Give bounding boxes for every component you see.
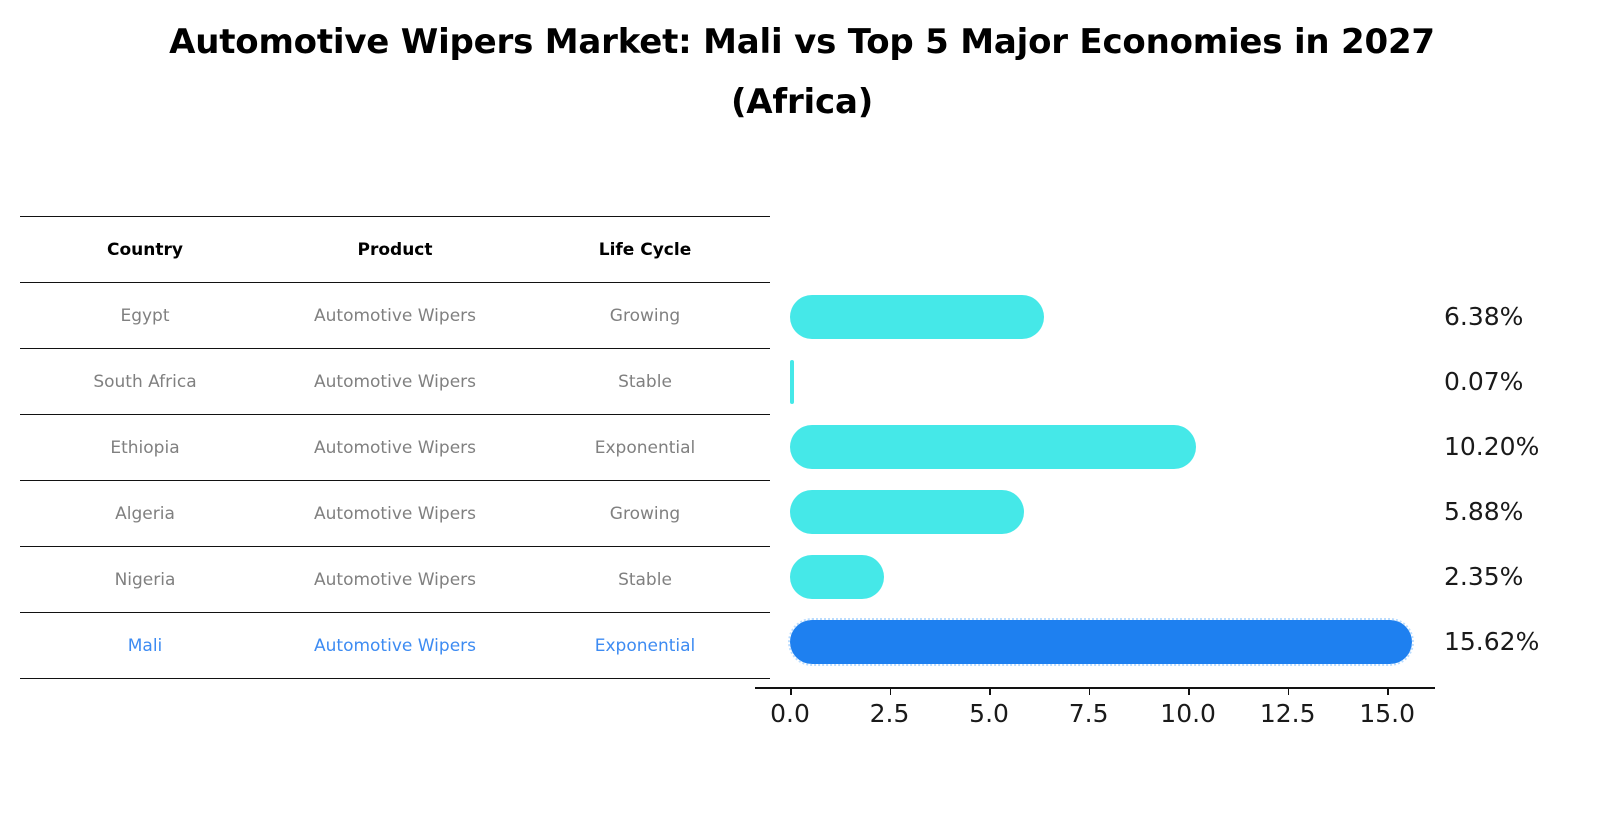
- table-cell-product: Automotive Wipers: [270, 282, 520, 349]
- table-row[interactable]: Nigeria Automotive Wipers Stable: [20, 546, 770, 613]
- bar-row: [790, 544, 1435, 609]
- chart-title-block: Automotive Wipers Market: Mali vs Top 5 …: [0, 12, 1604, 132]
- bar-value-label: 6.38%: [1444, 302, 1524, 331]
- table-cell-product: Automotive Wipers: [270, 348, 520, 415]
- x-axis-tick-label: 12.5: [1259, 699, 1316, 728]
- bar-value-label: 5.88%: [1444, 497, 1524, 526]
- table-row[interactable]: Ethiopia Automotive Wipers Exponential: [20, 414, 770, 481]
- x-axis-tick-label: 5.0: [969, 699, 1009, 728]
- table-body: Egypt Automotive Wipers Growing South Afric…: [20, 282, 770, 679]
- table-cell-country: Egypt: [20, 282, 270, 349]
- table-row[interactable]: Mali Automotive Wipers Exponential: [20, 612, 770, 679]
- x-axis-tick-label: 10.0: [1160, 699, 1216, 728]
- x-axis-line: [755, 687, 1435, 689]
- table-cell-country: Algeria: [20, 480, 270, 547]
- table-cell-product: Automotive Wipers: [270, 612, 520, 679]
- x-axis-tick: [1188, 687, 1190, 695]
- bar-south-africa[interactable]: [790, 360, 794, 404]
- bar-algeria[interactable]: [790, 490, 1025, 534]
- table-cell-country: South Africa: [20, 348, 270, 415]
- table-row[interactable]: Algeria Automotive Wipers Growing: [20, 480, 770, 547]
- table-cell-country: Nigeria: [20, 546, 270, 613]
- x-axis-tick: [1088, 687, 1091, 695]
- x-axis-tick: [989, 687, 991, 695]
- bar-value-label: 15.62%: [1444, 627, 1540, 656]
- x-axis-tick-label: 7.5: [1068, 699, 1109, 728]
- table-header-row: Country Product Life Cycle: [20, 216, 770, 283]
- bar-row: [790, 479, 1435, 544]
- table-cell-product: Automotive Wipers: [270, 546, 520, 613]
- table-row[interactable]: South Africa Automotive Wipers Stable: [20, 348, 770, 415]
- table-cell-product: Automotive Wipers: [270, 480, 520, 547]
- bar-value-label: 10.20%: [1444, 432, 1540, 461]
- page-title-line-2: (Africa): [730, 82, 874, 122]
- bar-row: [790, 349, 1435, 414]
- x-axis-tick-label: 0.0: [770, 699, 810, 728]
- bar-value-label: 2.35%: [1444, 562, 1524, 591]
- x-axis-tick-label: 2.5: [869, 699, 910, 728]
- table-cell-country: Ethiopia: [20, 414, 270, 481]
- column-header-country[interactable]: Country: [20, 216, 270, 283]
- table-cell-life-cycle: Growing: [520, 480, 770, 547]
- x-axis-tick: [1287, 687, 1290, 695]
- market-table-panel: Country Product Life Cycle Egypt Automoti…: [20, 216, 770, 679]
- table-cell-life-cycle: Exponential: [520, 414, 770, 481]
- bar-row: [790, 284, 1435, 349]
- bar-row: [790, 414, 1435, 479]
- table-cell-country: Mali: [20, 612, 270, 679]
- x-axis-tick: [790, 687, 792, 695]
- x-axis-tick-label: 15.0: [1359, 699, 1416, 728]
- column-header-life-cycle[interactable]: Life Cycle: [520, 216, 770, 283]
- x-axis-tick: [889, 687, 892, 695]
- table-cell-life-cycle: Stable: [520, 348, 770, 415]
- table-cell-life-cycle: Stable: [520, 546, 770, 613]
- bar-mali[interactable]: [788, 618, 1414, 666]
- table-cell-life-cycle: Growing: [520, 282, 770, 349]
- table-cell-product: Automotive Wipers: [270, 414, 520, 481]
- page-title-line-1: Automotive Wipers Market: Mali vs Top 5 …: [169, 22, 1435, 62]
- bar-egypt[interactable]: [790, 295, 1045, 339]
- bar-ethiopia[interactable]: [790, 425, 1197, 469]
- bar-nigeria[interactable]: [790, 555, 884, 599]
- x-axis-tick: [1387, 687, 1390, 695]
- table-header: Country Product Life Cycle: [20, 216, 770, 283]
- bar-row: [788, 609, 1435, 674]
- column-header-product[interactable]: Product: [270, 216, 520, 283]
- table-cell-life-cycle: Exponential: [520, 612, 770, 679]
- market-table: Country Product Life Cycle Egypt Automoti…: [20, 216, 770, 679]
- bar-value-label: 0.07%: [1444, 367, 1524, 396]
- table-row[interactable]: Egypt Automotive Wipers Growing: [20, 282, 770, 349]
